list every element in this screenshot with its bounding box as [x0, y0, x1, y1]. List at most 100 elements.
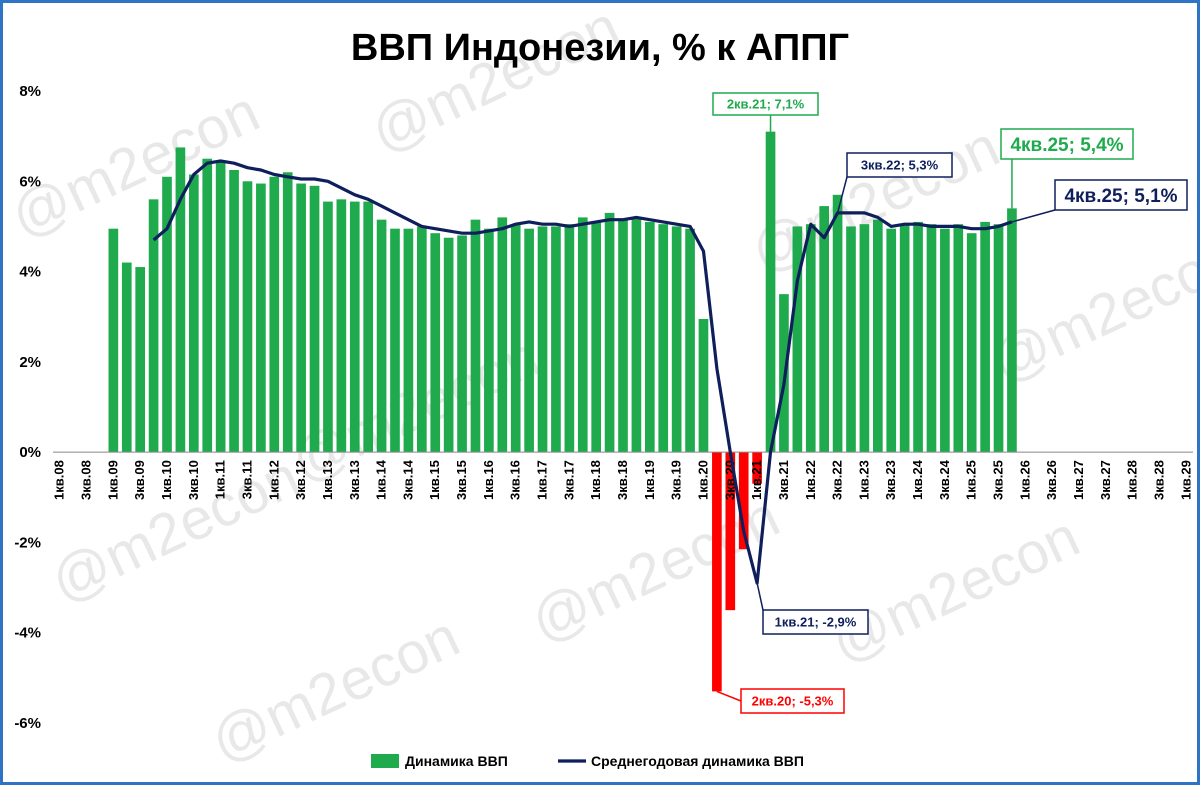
- x-tick-label: 1кв.24: [910, 459, 925, 500]
- bar: [859, 224, 870, 453]
- x-tick-label: 3кв.09: [132, 460, 147, 500]
- bar: [309, 185, 320, 453]
- bar: [296, 183, 306, 453]
- annotation-label: 1кв.21; -2,9%: [775, 615, 857, 630]
- bar: [323, 201, 333, 453]
- bar: [645, 221, 655, 453]
- legend: Динамика ВВП Среднегодовая динамика ВВП: [371, 753, 804, 769]
- y-tick-label: -2%: [14, 534, 41, 551]
- x-tick-label: 1кв.17: [535, 460, 550, 500]
- bar: [712, 452, 722, 692]
- x-tick-label: 3кв.08: [79, 460, 94, 500]
- x-tick-label: 3кв.11: [239, 460, 254, 499]
- x-tick-label: 3кв.16: [508, 460, 523, 500]
- bar: [671, 226, 682, 453]
- bar: [591, 221, 602, 453]
- bar: [457, 235, 467, 453]
- x-tick-label: 3кв.28: [1151, 460, 1166, 500]
- bar: [792, 226, 803, 453]
- bar: [349, 201, 360, 453]
- x-tick-label: 3кв.23: [883, 460, 898, 500]
- x-tick-label: 1кв.26: [1017, 460, 1032, 500]
- bar: [618, 219, 628, 453]
- chart-title: ВВП Индонезии, % к АППГ: [351, 27, 849, 69]
- x-tick-label: 1кв.12: [266, 460, 281, 500]
- x-tick-label: 1кв.18: [588, 460, 603, 500]
- watermark-text: @m2econ: [3, 79, 269, 250]
- bar: [390, 228, 400, 453]
- x-tick-label: 1кв.22: [803, 460, 818, 500]
- bar: [551, 226, 561, 453]
- bar: [524, 228, 534, 453]
- bar: [631, 217, 642, 453]
- y-axis: 8% 6% 4% 2% 0% -2% -4% -6%: [14, 83, 41, 732]
- annotation-box: [740, 688, 845, 714]
- annotation-label: 2кв.20; -5,3%: [752, 694, 834, 709]
- bar: [846, 226, 856, 453]
- y-tick-label: 2%: [19, 354, 41, 371]
- bar: [738, 452, 749, 550]
- bar: [162, 176, 172, 453]
- x-tick-label: 3кв.27: [1098, 460, 1113, 500]
- x-tick-label: 1кв.16: [481, 460, 496, 500]
- bar: [604, 212, 615, 453]
- x-tick-label: 1кв.11: [213, 460, 228, 499]
- bar: [953, 224, 964, 453]
- watermark-text: @m2econ: [201, 604, 469, 775]
- bar: [135, 267, 146, 453]
- bar: [940, 228, 950, 453]
- bar: [229, 170, 239, 453]
- bar: [537, 226, 548, 453]
- watermark-text: @m2econ: [821, 504, 1089, 675]
- bar: [430, 233, 441, 453]
- x-tick-label: 3кв.18: [615, 460, 630, 500]
- annotation-box: [1000, 128, 1134, 160]
- bar: [484, 228, 494, 453]
- y-tick-label: 6%: [19, 173, 41, 190]
- bar: [242, 181, 253, 453]
- legend-label-line: Среднегодовая динамика ВВП: [591, 753, 804, 769]
- bar: [993, 224, 1004, 453]
- bar: [108, 228, 119, 453]
- x-tick-label: 3кв.26: [1044, 460, 1059, 500]
- x-tick-label: 1кв.20: [695, 460, 710, 500]
- x-tick-label: 3кв.24: [937, 459, 952, 500]
- bar: [470, 219, 481, 453]
- bar: [202, 158, 213, 453]
- bar: [1007, 208, 1017, 453]
- x-tick-label: 1кв.21: [749, 460, 764, 500]
- annotation-label: 2кв.21; 7,1%: [727, 97, 805, 112]
- bar: [913, 221, 923, 453]
- bar: [926, 224, 937, 453]
- bar: [805, 224, 816, 453]
- bar: [765, 131, 776, 453]
- bar: [121, 262, 132, 453]
- x-tick-label: 3кв.13: [347, 460, 362, 500]
- x-tick-label: 1кв.09: [105, 460, 120, 500]
- annotation-box: [762, 609, 869, 635]
- x-tick-label: 3кв.17: [561, 460, 576, 500]
- bar: [698, 318, 709, 453]
- x-tick-label: 1кв.15: [427, 460, 442, 500]
- bar: [417, 226, 427, 453]
- bar: [443, 237, 454, 453]
- bar: [189, 174, 199, 453]
- bar: [832, 194, 843, 453]
- x-tick-label: 1кв.08: [52, 460, 67, 500]
- bar: [336, 199, 347, 453]
- annotation-leader: [836, 176, 848, 214]
- x-tick-label: 1кв.14: [374, 459, 389, 500]
- bar: [510, 224, 521, 453]
- annotation-box: [846, 152, 953, 178]
- annotation-box: [1054, 179, 1188, 211]
- bar: [282, 172, 293, 453]
- x-tick-label: 3кв.12: [293, 460, 308, 500]
- watermark-text: @m2econ: [521, 484, 789, 655]
- annotations: 2кв.21; 7,1% 3кв.22; 5,3% 4кв.25; 5,4% 4кв.…: [712, 92, 1188, 714]
- y-tick-label: 8%: [19, 83, 41, 100]
- chart-svg: @m2econ @m2econ@m2econ@m2econ@m2econ@m2ec…: [3, 3, 1197, 775]
- bar: [819, 206, 830, 453]
- bar: [873, 219, 883, 453]
- x-tick-label: 3кв.15: [454, 460, 469, 500]
